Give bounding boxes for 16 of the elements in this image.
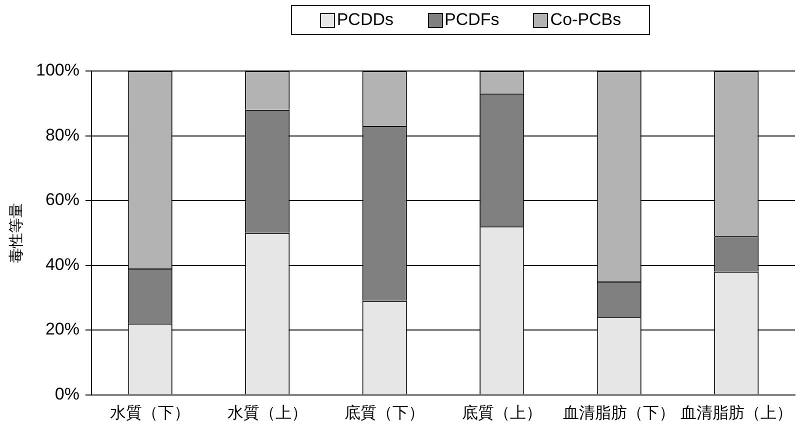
legend-label: PCDFs [444, 10, 500, 30]
x-tick-label: 血清脂肪（下） [563, 404, 676, 422]
y-tick-label: 100% [36, 60, 80, 80]
x-tick-label: 底質（下） [344, 404, 425, 422]
legend-label: PCDDs [336, 10, 394, 30]
y-tick-label: 40% [45, 254, 80, 274]
x-tick-label: 水質（下） [110, 404, 190, 422]
x-tick-label: 血清脂肪（上） [680, 404, 792, 422]
y-tick-label: 0% [54, 384, 80, 404]
x-tick-label: 底質（上） [462, 404, 542, 422]
x-tick-label: 水質（上） [227, 404, 308, 422]
y-tick-label: 60% [45, 190, 80, 210]
legend-label: Co-PCBs [550, 10, 622, 30]
y-tick-label: 20% [45, 320, 80, 339]
y-tick-label: 80% [45, 125, 80, 144]
y-axis-title: 毒性等量 [8, 202, 26, 263]
